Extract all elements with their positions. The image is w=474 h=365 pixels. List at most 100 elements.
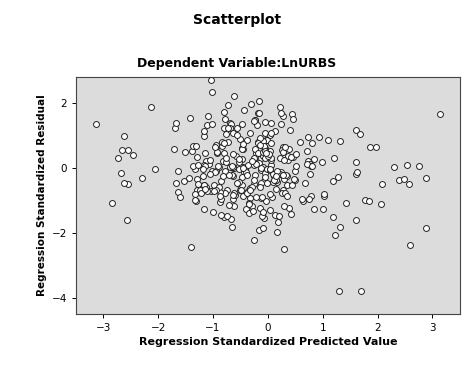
Point [335, 174, 342, 180]
Point [246, 130, 254, 136]
Point [307, 161, 314, 167]
Point [225, 172, 233, 178]
Point [220, 141, 228, 146]
Point [228, 162, 236, 168]
Point [280, 157, 288, 163]
Point [251, 146, 259, 152]
Point [278, 190, 285, 196]
Point [238, 182, 246, 188]
Point [219, 173, 227, 178]
Point [266, 166, 273, 172]
Point [282, 144, 289, 150]
Point [257, 180, 265, 186]
Point [213, 150, 221, 156]
Point [257, 165, 265, 171]
Point [415, 163, 423, 169]
Point [200, 162, 208, 168]
Point [250, 155, 257, 161]
Point [222, 155, 230, 161]
Point [225, 203, 233, 208]
Point [225, 139, 232, 145]
Point [230, 165, 237, 171]
Point [279, 144, 286, 150]
Point [303, 162, 310, 168]
Point [251, 172, 258, 178]
Point [267, 162, 275, 168]
Point [211, 169, 219, 175]
Point [272, 177, 280, 183]
Point [223, 187, 230, 192]
Point [277, 104, 284, 110]
Point [267, 155, 275, 161]
Point [212, 144, 219, 150]
Point [259, 164, 267, 169]
Point [246, 185, 254, 191]
Point [254, 150, 262, 156]
Point [284, 157, 292, 163]
Point [238, 122, 246, 127]
Point [114, 155, 122, 161]
Point [147, 104, 155, 110]
Point [279, 114, 287, 119]
Point [120, 133, 128, 139]
Point [182, 150, 189, 155]
Point [248, 203, 255, 209]
Point [289, 116, 297, 122]
Point [281, 176, 288, 182]
Point [308, 140, 316, 146]
Point [267, 141, 274, 146]
Point [284, 153, 292, 159]
Point [248, 184, 255, 190]
Point [291, 177, 299, 183]
Point [395, 177, 403, 182]
Point [356, 131, 364, 137]
Point [209, 168, 216, 174]
Point [268, 120, 275, 126]
Point [221, 190, 229, 196]
Point [260, 144, 268, 150]
Point [222, 160, 230, 165]
Point [337, 138, 344, 143]
Point [237, 187, 245, 193]
Point [256, 205, 264, 211]
Point [257, 167, 265, 173]
Point [254, 140, 262, 146]
Point [223, 131, 230, 137]
Point [287, 154, 295, 160]
Point [207, 77, 214, 83]
Point [250, 155, 258, 161]
Point [236, 136, 244, 142]
Point [239, 193, 246, 199]
Point [219, 158, 227, 164]
Point [210, 209, 217, 215]
Point [353, 127, 360, 133]
Point [215, 165, 223, 170]
Point [250, 162, 258, 168]
Point [188, 148, 196, 154]
Point [325, 137, 332, 143]
Point [400, 176, 408, 181]
Point [125, 181, 132, 187]
Point [278, 122, 285, 127]
Point [217, 178, 225, 184]
Point [197, 187, 204, 193]
Point [257, 195, 265, 201]
Point [300, 197, 307, 203]
Point [273, 186, 280, 192]
Point [262, 119, 269, 125]
Point [279, 189, 287, 195]
Point [226, 120, 234, 126]
Point [250, 237, 257, 243]
Point [245, 201, 253, 207]
Point [352, 218, 360, 223]
Point [306, 171, 314, 177]
Point [261, 148, 269, 154]
Point [255, 227, 263, 233]
Point [230, 190, 238, 196]
Point [403, 162, 410, 168]
Point [253, 161, 260, 167]
Point [194, 181, 201, 187]
Point [262, 198, 270, 204]
Point [243, 137, 251, 143]
Point [319, 160, 326, 165]
